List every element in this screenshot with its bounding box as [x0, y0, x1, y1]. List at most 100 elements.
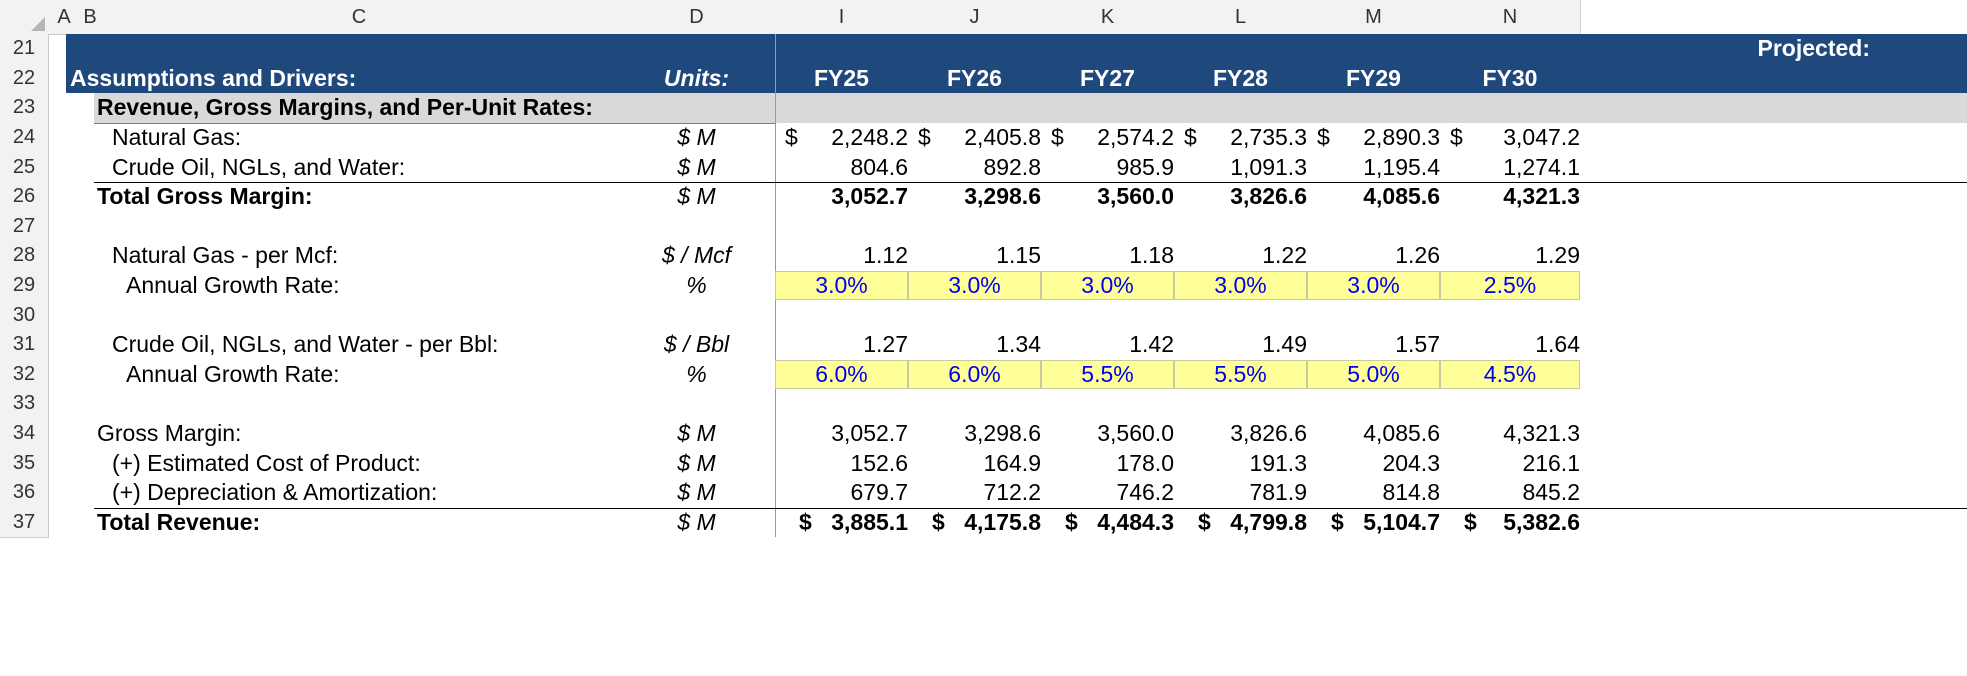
value-natural-gas-24-fy29[interactable]: 2,890.3 — [1363, 124, 1440, 151]
value-estimated-cost-of-product-35-fy28[interactable]: 191.3 — [1249, 449, 1307, 476]
row-header-27[interactable]: 27 — [0, 211, 49, 243]
value-crude-oil-ngls-and-water-25-fy28[interactable]: 1,091.3 — [1230, 153, 1307, 180]
value-crude-oil-ngls-and-water-per-bbl-31-fy29[interactable]: 1.57 — [1395, 331, 1440, 358]
value-crude-oil-ngls-and-water-25-fy29[interactable]: 1,195.4 — [1363, 153, 1440, 180]
row-header-25[interactable]: 25 — [0, 152, 49, 183]
section-band — [94, 93, 1967, 123]
column-header-d[interactable]: D — [618, 0, 776, 35]
value-estimated-cost-of-product-35-fy27[interactable]: 178.0 — [1116, 449, 1174, 476]
value-crude-oil-ngls-and-water-per-bbl-31-fy26[interactable]: 1.34 — [996, 331, 1041, 358]
value-depreciation-amortization-36-fy29[interactable]: 814.8 — [1382, 479, 1440, 506]
input-value-annual-growth-rate-32-fy27[interactable]: 5.5% — [1081, 360, 1134, 387]
input-value-annual-growth-rate-32-fy30[interactable]: 4.5% — [1483, 360, 1537, 387]
value-crude-oil-ngls-and-water-per-bbl-31-fy27[interactable]: 1.42 — [1129, 331, 1174, 358]
value-crude-oil-ngls-and-water-25-fy26[interactable]: 892.8 — [983, 153, 1041, 180]
input-value-annual-growth-rate-29-fy29[interactable]: 3.0% — [1347, 272, 1400, 299]
value-depreciation-amortization-36-fy27[interactable]: 746.2 — [1116, 479, 1174, 506]
column-header-a[interactable]: A — [48, 0, 81, 35]
value-natural-gas-per-mcf-28-fy28[interactable]: 1.22 — [1262, 242, 1307, 269]
input-value-annual-growth-rate-29-fy25[interactable]: 3.0% — [815, 272, 868, 299]
value-depreciation-amortization-36-fy26[interactable]: 712.2 — [983, 479, 1041, 506]
value-total-gross-margin-26-fy28[interactable]: 3,826.6 — [1230, 183, 1307, 210]
row-header-28[interactable]: 28 — [0, 241, 49, 272]
value-natural-gas-per-mcf-28-fy30[interactable]: 1.29 — [1535, 242, 1580, 269]
value-crude-oil-ngls-and-water-per-bbl-31-fy30[interactable]: 1.64 — [1535, 331, 1580, 358]
value-total-revenue-37-fy26[interactable]: 4,175.8 — [964, 508, 1041, 535]
row-header-21[interactable]: 21 — [0, 34, 49, 65]
value-natural-gas-24-fy26[interactable]: 2,405.8 — [964, 124, 1041, 151]
input-value-annual-growth-rate-32-fy28[interactable]: 5.5% — [1214, 360, 1267, 387]
input-value-annual-growth-rate-32-fy25[interactable]: 6.0% — [815, 360, 868, 387]
input-value-annual-growth-rate-32-fy29[interactable]: 5.0% — [1347, 360, 1400, 387]
value-estimated-cost-of-product-35-fy30[interactable]: 216.1 — [1522, 449, 1580, 476]
column-header-j[interactable]: J — [908, 0, 1042, 35]
value-gross-margin-34-fy27[interactable]: 3,560.0 — [1097, 420, 1174, 447]
value-gross-margin-34-fy30[interactable]: 4,321.3 — [1503, 420, 1580, 447]
value-natural-gas-per-mcf-28-fy29[interactable]: 1.26 — [1395, 242, 1440, 269]
row-header-31[interactable]: 31 — [0, 330, 49, 361]
row-header-34[interactable]: 34 — [0, 418, 49, 450]
value-crude-oil-ngls-and-water-25-fy25[interactable]: 804.6 — [850, 153, 908, 180]
column-header-n[interactable]: N — [1440, 0, 1581, 35]
value-total-gross-margin-26-fy29[interactable]: 4,085.6 — [1363, 183, 1440, 210]
row-header-35[interactable]: 35 — [0, 448, 49, 479]
value-gross-margin-34-fy26[interactable]: 3,298.6 — [964, 420, 1041, 447]
value-estimated-cost-of-product-35-fy26[interactable]: 164.9 — [983, 449, 1041, 476]
value-crude-oil-ngls-and-water-25-fy27[interactable]: 985.9 — [1116, 153, 1174, 180]
row-header-36[interactable]: 36 — [0, 478, 49, 509]
select-all-corner[interactable] — [0, 0, 49, 35]
row-header-29[interactable]: 29 — [0, 270, 49, 302]
value-natural-gas-24-fy30[interactable]: 3,047.2 — [1503, 124, 1580, 151]
column-header-b[interactable]: B — [80, 0, 101, 35]
value-gross-margin-34-fy28[interactable]: 3,826.6 — [1230, 420, 1307, 447]
value-depreciation-amortization-36-fy28[interactable]: 781.9 — [1249, 479, 1307, 506]
value-total-revenue-37-fy27[interactable]: 4,484.3 — [1097, 508, 1174, 535]
value-natural-gas-24-fy28[interactable]: 2,735.3 — [1230, 124, 1307, 151]
row-header-22[interactable]: 22 — [0, 63, 49, 95]
input-value-annual-growth-rate-29-fy27[interactable]: 3.0% — [1081, 272, 1134, 299]
value-crude-oil-ngls-and-water-per-bbl-31-fy28[interactable]: 1.49 — [1262, 331, 1307, 358]
value-natural-gas-per-mcf-28-fy26[interactable]: 1.15 — [996, 242, 1041, 269]
column-header-m[interactable]: M — [1307, 0, 1441, 35]
row-header-30[interactable]: 30 — [0, 300, 49, 331]
value-total-revenue-37-fy30[interactable]: 5,382.6 — [1503, 508, 1580, 535]
row-header-37[interactable]: 37 — [0, 507, 49, 539]
value-total-gross-margin-26-fy27[interactable]: 3,560.0 — [1097, 183, 1174, 210]
column-header-i[interactable]: I — [775, 0, 909, 35]
currency-symbol: $ — [799, 508, 812, 535]
row-header-24[interactable]: 24 — [0, 122, 49, 154]
row-header-23[interactable]: 23 — [0, 93, 49, 124]
input-value-annual-growth-rate-29-fy30[interactable]: 2.5% — [1483, 272, 1537, 299]
label-gross-margin-34: Gross Margin: — [97, 420, 242, 447]
value-natural-gas-per-mcf-28-fy25[interactable]: 1.12 — [863, 242, 908, 269]
value-total-revenue-37-fy28[interactable]: 4,799.8 — [1230, 508, 1307, 535]
value-gross-margin-34-fy25[interactable]: 3,052.7 — [831, 420, 908, 447]
value-natural-gas-per-mcf-28-fy27[interactable]: 1.18 — [1129, 242, 1174, 269]
value-depreciation-amortization-36-fy25[interactable]: 679.7 — [850, 479, 908, 506]
value-gross-margin-34-fy29[interactable]: 4,085.6 — [1363, 420, 1440, 447]
header-title: Assumptions and Drivers: — [70, 64, 357, 91]
input-value-annual-growth-rate-29-fy26[interactable]: 3.0% — [948, 272, 1001, 299]
row-header-26[interactable]: 26 — [0, 182, 49, 213]
value-total-gross-margin-26-fy26[interactable]: 3,298.6 — [964, 183, 1041, 210]
value-total-revenue-37-fy29[interactable]: 5,104.7 — [1363, 508, 1440, 535]
value-crude-oil-ngls-and-water-per-bbl-31-fy25[interactable]: 1.27 — [863, 331, 908, 358]
input-value-annual-growth-rate-29-fy28[interactable]: 3.0% — [1214, 272, 1267, 299]
label-natural-gas-per-mcf-28: Natural Gas - per Mcf: — [112, 242, 339, 269]
value-total-revenue-37-fy25[interactable]: 3,885.1 — [831, 508, 908, 535]
column-header-k[interactable]: K — [1041, 0, 1175, 35]
value-natural-gas-24-fy27[interactable]: 2,574.2 — [1097, 124, 1174, 151]
value-crude-oil-ngls-and-water-25-fy30[interactable]: 1,274.1 — [1503, 153, 1580, 180]
value-total-gross-margin-26-fy30[interactable]: 4,321.3 — [1503, 183, 1580, 210]
column-header-l[interactable]: L — [1174, 0, 1308, 35]
value-total-gross-margin-26-fy25[interactable]: 3,052.7 — [831, 183, 908, 210]
row-header-32[interactable]: 32 — [0, 359, 49, 391]
value-estimated-cost-of-product-35-fy25[interactable]: 152.6 — [850, 449, 908, 476]
value-depreciation-amortization-36-fy30[interactable]: 845.2 — [1522, 479, 1580, 506]
value-natural-gas-24-fy25[interactable]: 2,248.2 — [831, 124, 908, 151]
row-header-33[interactable]: 33 — [0, 389, 49, 420]
value-estimated-cost-of-product-35-fy29[interactable]: 204.3 — [1382, 449, 1440, 476]
input-value-annual-growth-rate-32-fy26[interactable]: 6.0% — [948, 360, 1001, 387]
column-header-c[interactable]: C — [100, 0, 619, 35]
